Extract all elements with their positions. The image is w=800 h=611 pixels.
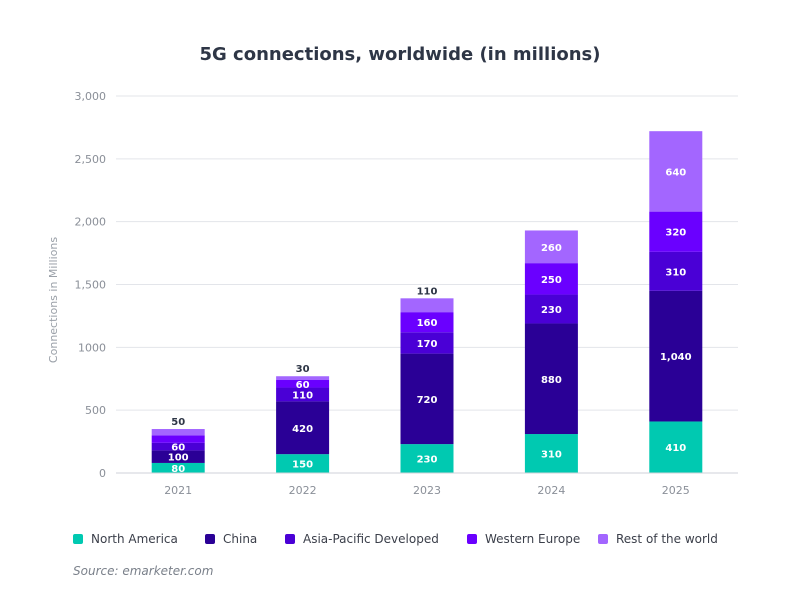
data-label: 60 xyxy=(296,380,310,391)
legend-swatch xyxy=(285,534,295,544)
bar-segment xyxy=(649,290,703,422)
source-note: Source: emarketer.com xyxy=(73,564,214,578)
data-label: 410 xyxy=(665,443,686,454)
data-label: 880 xyxy=(541,375,562,386)
y-tick-label: 1,500 xyxy=(75,279,107,292)
bar-segment xyxy=(151,462,205,473)
data-label: 320 xyxy=(665,228,686,239)
bar-segment xyxy=(400,353,454,445)
data-label: 30 xyxy=(296,364,310,375)
legend-label: Asia-Pacific Developed xyxy=(303,532,439,546)
bar-segment xyxy=(649,131,703,212)
x-tick-label: 2021 xyxy=(164,484,192,497)
chart-title: 5G connections, worldwide (in millions) xyxy=(199,44,601,65)
data-label: 50 xyxy=(171,417,185,428)
data-label: 420 xyxy=(292,424,313,435)
bar-segment xyxy=(276,454,330,473)
bar-segment xyxy=(151,442,205,451)
legend-swatch xyxy=(205,534,215,544)
data-label: 250 xyxy=(541,275,562,286)
data-label: 310 xyxy=(541,450,562,461)
bar-segment xyxy=(151,450,205,463)
legend-label: Western Europe xyxy=(485,532,581,546)
x-tick-label: 2024 xyxy=(537,484,565,497)
bar-segment xyxy=(400,444,454,473)
bar-segment xyxy=(276,387,330,402)
bar-segment xyxy=(649,421,703,473)
data-label: 160 xyxy=(417,318,438,329)
bar-segment xyxy=(400,332,454,354)
y-tick-label: 3,000 xyxy=(75,90,107,103)
legend-item: Rest of the world xyxy=(598,532,718,546)
x-tick-label: 2022 xyxy=(289,484,317,497)
data-label: 230 xyxy=(417,455,438,466)
legend-swatch xyxy=(467,534,477,544)
data-label: 640 xyxy=(665,167,686,178)
legend-label: China xyxy=(223,532,258,546)
bar-segment xyxy=(400,298,454,313)
x-tick-label: 2023 xyxy=(413,484,441,497)
y-tick-label: 500 xyxy=(85,404,106,417)
bar-segment xyxy=(151,429,205,436)
bar-segment xyxy=(649,251,703,291)
legend-label: North America xyxy=(91,532,178,546)
legend-item: Western Europe xyxy=(467,532,580,546)
legend-item: China xyxy=(205,532,257,546)
bar-segment xyxy=(524,434,578,473)
legend-item: North America xyxy=(73,532,178,546)
data-label: 110 xyxy=(417,286,438,297)
legend-swatch xyxy=(598,534,608,544)
bar-segment xyxy=(524,263,578,295)
data-label: 260 xyxy=(541,243,562,254)
y-axis-title: Connections in Millions xyxy=(47,237,60,363)
bar-segment xyxy=(524,294,578,324)
data-label: 150 xyxy=(292,460,313,471)
bar-segment xyxy=(276,380,330,388)
bar-segment xyxy=(276,401,330,455)
y-tick-label: 2,000 xyxy=(75,216,107,229)
data-label: 80 xyxy=(171,464,185,475)
x-tick-label: 2025 xyxy=(662,484,690,497)
bar-segment xyxy=(524,323,578,435)
bar-segment xyxy=(524,230,578,264)
data-label: 60 xyxy=(171,443,185,454)
data-label: 100 xyxy=(168,453,189,464)
y-tick-label: 0 xyxy=(99,467,106,480)
bar-segment xyxy=(400,312,454,333)
bar-segment xyxy=(151,435,205,443)
legend-label: Rest of the world xyxy=(616,532,718,546)
chart-legend: North America China Asia-Pacific Developed… xyxy=(0,532,800,548)
y-tick-label: 2,500 xyxy=(75,153,107,166)
data-label: 110 xyxy=(292,390,313,401)
data-label: 230 xyxy=(541,305,562,316)
data-label: 170 xyxy=(417,339,438,350)
data-label: 1,040 xyxy=(660,352,692,363)
y-tick-label: 1000 xyxy=(78,341,106,354)
data-label: 720 xyxy=(417,395,438,406)
bar-segment xyxy=(276,376,330,381)
bar-segment xyxy=(649,211,703,252)
legend-swatch xyxy=(73,534,83,544)
legend-item: Asia-Pacific Developed xyxy=(285,532,439,546)
data-label: 310 xyxy=(665,267,686,278)
